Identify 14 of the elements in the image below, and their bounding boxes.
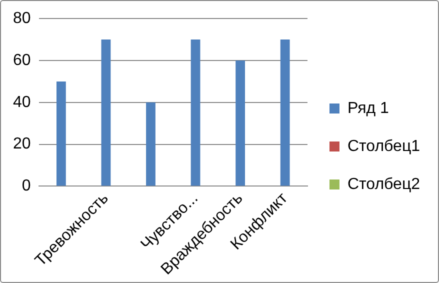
bar: [280, 40, 290, 186]
bar: [56, 81, 66, 186]
legend-label: Ряд 1: [347, 100, 390, 117]
bar: [101, 40, 111, 186]
y-tick-label: 0: [22, 178, 31, 195]
bar: [236, 60, 246, 186]
y-tick-label: 80: [13, 10, 31, 28]
bar: [146, 102, 156, 186]
y-tick-label: 20: [13, 136, 31, 153]
y-tick-label: 40: [13, 94, 31, 111]
bar: [190, 40, 200, 186]
y-tick-label: 60: [13, 52, 31, 69]
legend-label: Столбец2: [347, 176, 420, 193]
legend-label: Столбец1: [347, 138, 420, 155]
